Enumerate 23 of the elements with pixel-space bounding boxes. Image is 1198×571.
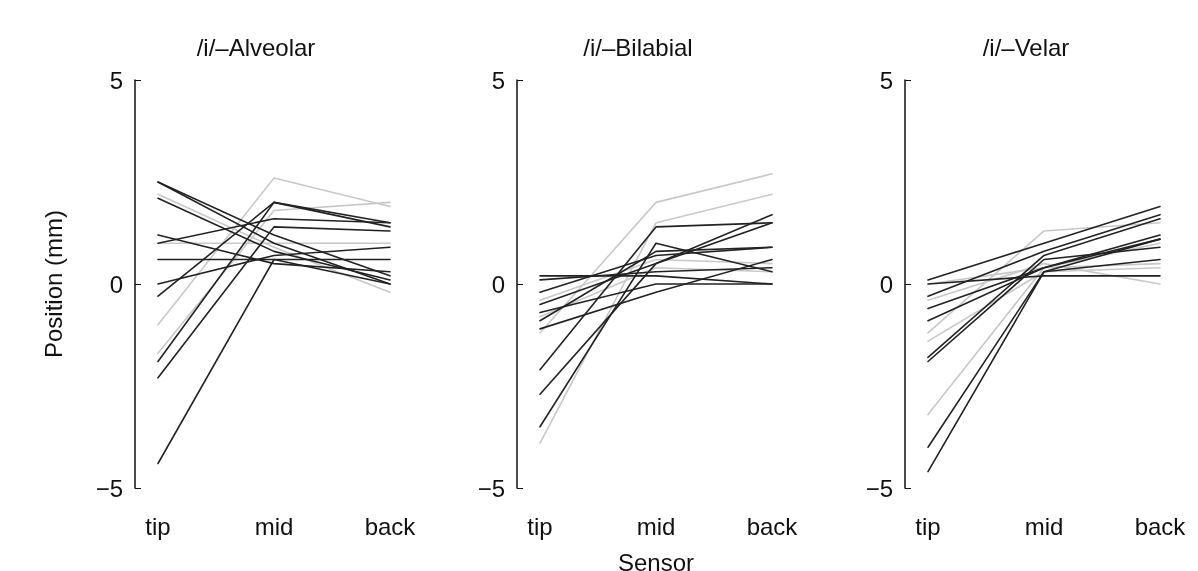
chart-title: /i/–Bilabial bbox=[583, 33, 693, 61]
x-tick-label: back bbox=[1134, 512, 1187, 540]
x-tick-label: tip bbox=[145, 512, 171, 540]
x-tick-label: mid bbox=[1024, 512, 1064, 540]
chart-title: /i/–Velar bbox=[982, 33, 1070, 61]
y-axis-title: Position (mm) bbox=[39, 209, 67, 359]
x-tick-label: tip bbox=[527, 512, 553, 540]
x-tick-label: mid bbox=[254, 512, 294, 540]
x-tick-label: mid bbox=[636, 512, 676, 540]
x-axis-title: Sensor bbox=[617, 548, 695, 571]
y-tick-label: 0 bbox=[491, 270, 505, 298]
y-tick-label: −5 bbox=[477, 474, 505, 502]
y-tick-label: 5 bbox=[879, 66, 893, 94]
y-tick-label: −5 bbox=[865, 474, 893, 502]
chart-title: /i/–Alveolar bbox=[196, 33, 316, 61]
x-tick-label: back bbox=[746, 512, 799, 540]
y-tick-label: 5 bbox=[109, 66, 123, 94]
y-tick-label: 0 bbox=[879, 270, 893, 298]
y-tick-label: 0 bbox=[109, 270, 123, 298]
x-tick-label: back bbox=[364, 512, 417, 540]
x-tick-label: tip bbox=[915, 512, 941, 540]
y-tick-label: −5 bbox=[95, 474, 123, 502]
y-tick-label: 5 bbox=[491, 66, 505, 94]
